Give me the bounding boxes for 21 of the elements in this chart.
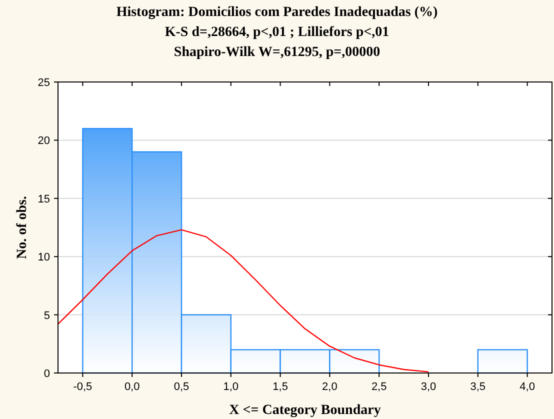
y-tick-label: 20: [38, 135, 50, 148]
y-tick-label: 15: [38, 193, 50, 206]
x-tick-label: 2,0: [322, 381, 338, 393]
y-tick-label: 0: [44, 368, 50, 380]
x-tick-label: 1,0: [223, 381, 239, 393]
chart-title: Histogram: Domicílios com Paredes Inadequadas (%): [116, 5, 438, 20]
chart-subtitle: K-S d=,28664, p<,01 ; Lilliefors p<,01 Shapiro-Wilk W=,61295, p=,00000: [164, 25, 390, 60]
x-tick-label: 0,5: [174, 381, 190, 393]
x-tick-label: -0,5: [73, 381, 92, 393]
y-axis-title: No. of obs.: [15, 196, 30, 260]
line-series: [57, 229, 430, 372]
x-axis-title: X <= Category Boundary: [229, 403, 381, 418]
x-tick-label: 2,5: [371, 381, 387, 393]
y-tick-label: 25: [38, 77, 50, 89]
x-tick-label: 3,0: [420, 381, 436, 393]
x-tick-label: 3,5: [470, 381, 486, 393]
x-tick-label: 1,5: [272, 381, 288, 393]
y-tick-label: 10: [38, 252, 50, 264]
x-tick-label: 4,0: [520, 381, 535, 393]
y-tick-label: 5: [44, 310, 50, 322]
x-tick-label: 0,0: [124, 381, 140, 393]
